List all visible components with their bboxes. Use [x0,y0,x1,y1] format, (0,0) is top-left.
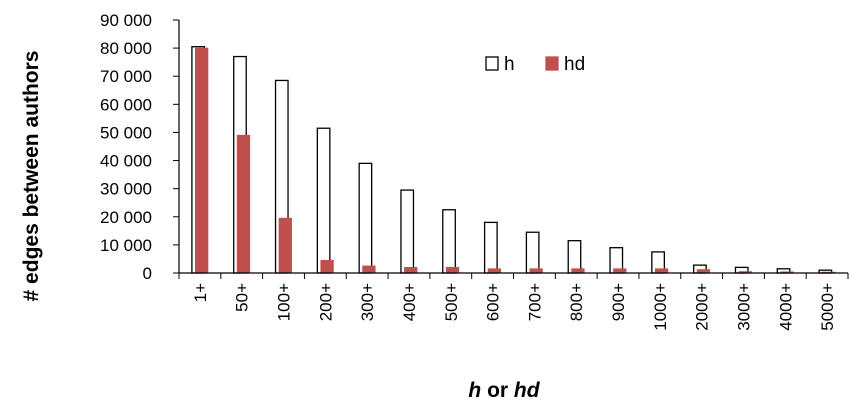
bar-hd-11 [654,268,669,274]
bar-hd-8 [529,268,543,274]
legend-swatch-h [485,56,499,71]
legend: h hd [485,54,585,75]
bar-hd-2 [278,217,292,274]
y-axis-label: # edges between authors [20,51,43,302]
x-tick-label: 700+ [525,283,544,321]
x-axis-label: h or hd [468,379,540,402]
bar-hd-6 [445,266,460,274]
bar-h-7 [483,221,498,274]
x-axis-label-part: or [481,379,514,402]
y-tick-label: 60 000 [100,95,152,114]
y-tick-label: 20 000 [100,208,152,227]
bar-h-6 [442,209,456,274]
bar-h-8 [525,231,540,274]
x-tick-label: 50+ [233,283,252,312]
x-axis-label-part: h [468,379,481,402]
x-tick-label: 3000+ [734,283,753,331]
x-tick-label: 300+ [358,283,377,321]
bar-hd-9 [571,268,585,274]
x-tick-label: 800+ [567,283,586,321]
bar-h-5 [400,189,415,274]
x-tick-label: 1000+ [651,283,670,331]
x-tick-label: 900+ [609,283,628,321]
bar-hd-3 [320,259,334,274]
x-tick-label: 400+ [400,283,419,321]
x-tick-label: 5000+ [818,283,837,331]
bar-hd-10 [613,268,627,274]
x-tick-label: 600+ [484,283,503,321]
y-tick-label: 80 000 [100,39,152,58]
x-axis-label-part: hd [514,379,541,402]
y-tick-label: 0 [143,264,152,283]
x-tick-label: 100+ [275,283,294,321]
bar-hd-1 [236,134,251,274]
y-axis-ticks: 0 10 000 20 000 30 000 40 000 50 000 60 000 70 … [100,11,179,283]
bar-hd-7 [487,268,501,274]
y-tick-label: 30 000 [100,180,152,199]
legend-label-hd: hd [564,54,585,75]
x-tick-label: 500+ [442,283,461,321]
x-axis-ticks: 1+ 50+ 100+ 200+ 300+ 400+ 500+ 600+ 700+ 800+ 900… [178,273,849,331]
y-tick-label: 40 000 [100,152,152,171]
bar-hd-5 [404,266,418,274]
legend-label-h: h [504,54,515,75]
bar-hd-4 [362,265,376,274]
x-tick-label: 2000+ [693,283,712,331]
y-tick-label: 90 000 [100,11,152,30]
x-tick-label: 4000+ [776,283,795,331]
y-tick-label: 10 000 [100,236,152,255]
y-tick-label: 70 000 [100,67,152,86]
bar-h-4 [358,162,373,274]
bar-h-9 [567,240,582,274]
x-tick-label: 1+ [191,283,210,302]
bar-h-3 [316,127,331,274]
y-tick-label: 50 000 [100,123,152,142]
bar-hd-0 [195,47,209,274]
bars [191,46,836,274]
x-tick-label: 200+ [316,283,335,321]
legend-swatch-hd [545,56,559,71]
